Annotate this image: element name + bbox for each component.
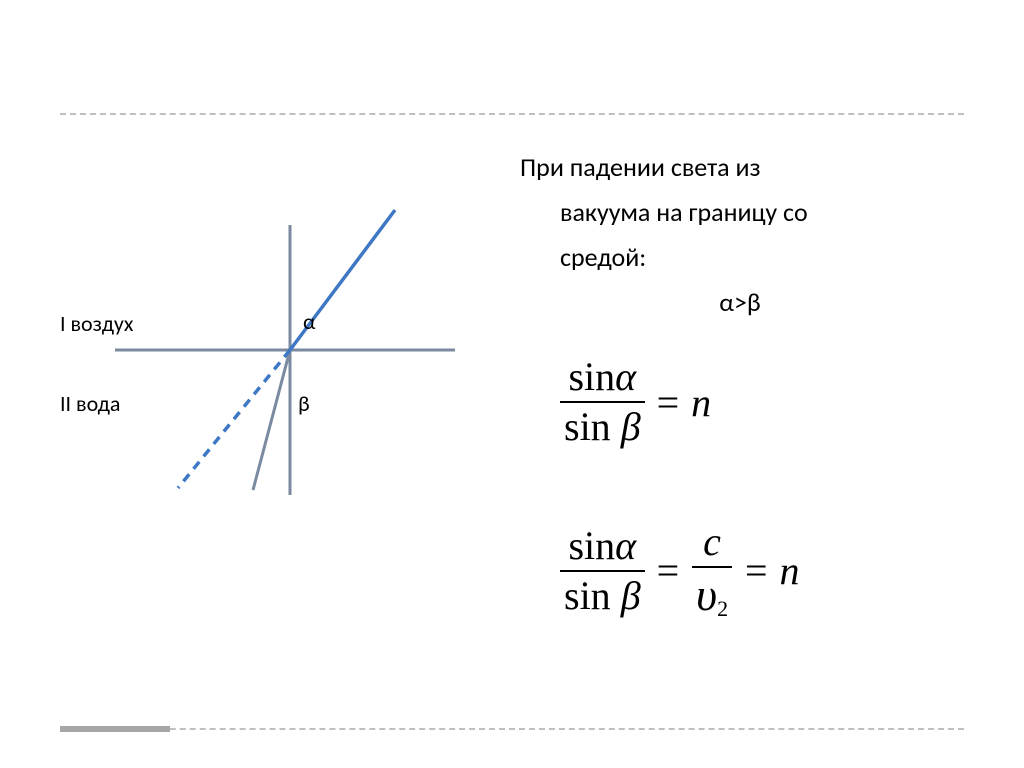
f2-c: c xyxy=(703,519,721,564)
diagram-svg xyxy=(60,200,460,560)
f2-fraction-right: c υ2 xyxy=(691,520,733,621)
text-line-2: вакуума на границу со xyxy=(520,195,960,230)
label-alpha: α xyxy=(303,308,315,335)
formula-2: sinα sin β = c υ2 = n xyxy=(560,520,800,621)
f1-n: n xyxy=(691,379,711,426)
f1-eq: = xyxy=(657,379,680,426)
label-medium2: II вода xyxy=(60,390,120,417)
label-medium1: I воздух xyxy=(60,310,133,337)
divider-bottom-accent xyxy=(60,726,170,732)
description-text: При падении света из вакуума на границу … xyxy=(520,150,960,330)
divider-bottom xyxy=(60,728,964,730)
text-line-1: При падении света из xyxy=(520,150,960,185)
slide: I воздух II вода α β При падении света и… xyxy=(0,0,1024,768)
f2-eq2: = xyxy=(745,547,768,594)
f2-n: n xyxy=(780,547,800,594)
f2-sin-top: sin xyxy=(568,523,615,568)
f1-sin-bot: sin xyxy=(564,404,611,449)
formula-1: sinα sin β = n xyxy=(560,355,711,449)
text-inequality: α>β xyxy=(520,285,960,320)
f1-alpha: α xyxy=(615,354,636,399)
f1-fraction: sinα sin β xyxy=(560,355,645,449)
refracted-ray xyxy=(253,350,290,490)
f2-eq1: = xyxy=(657,547,680,594)
f1-beta: β xyxy=(621,404,641,449)
f2-sub2: 2 xyxy=(717,596,728,621)
f2-alpha: α xyxy=(615,523,636,568)
f1-sin-top: sin xyxy=(568,354,615,399)
f2-beta: β xyxy=(621,573,641,618)
text-line-3: средой: xyxy=(520,240,960,275)
refraction-diagram: I воздух II вода α β xyxy=(60,200,460,560)
f2-sin-bot: sin xyxy=(564,573,611,618)
f2-fraction-left: sinα sin β xyxy=(560,524,645,618)
f2-v: υ xyxy=(696,569,717,620)
label-beta: β xyxy=(298,390,310,417)
divider-top xyxy=(60,113,964,115)
